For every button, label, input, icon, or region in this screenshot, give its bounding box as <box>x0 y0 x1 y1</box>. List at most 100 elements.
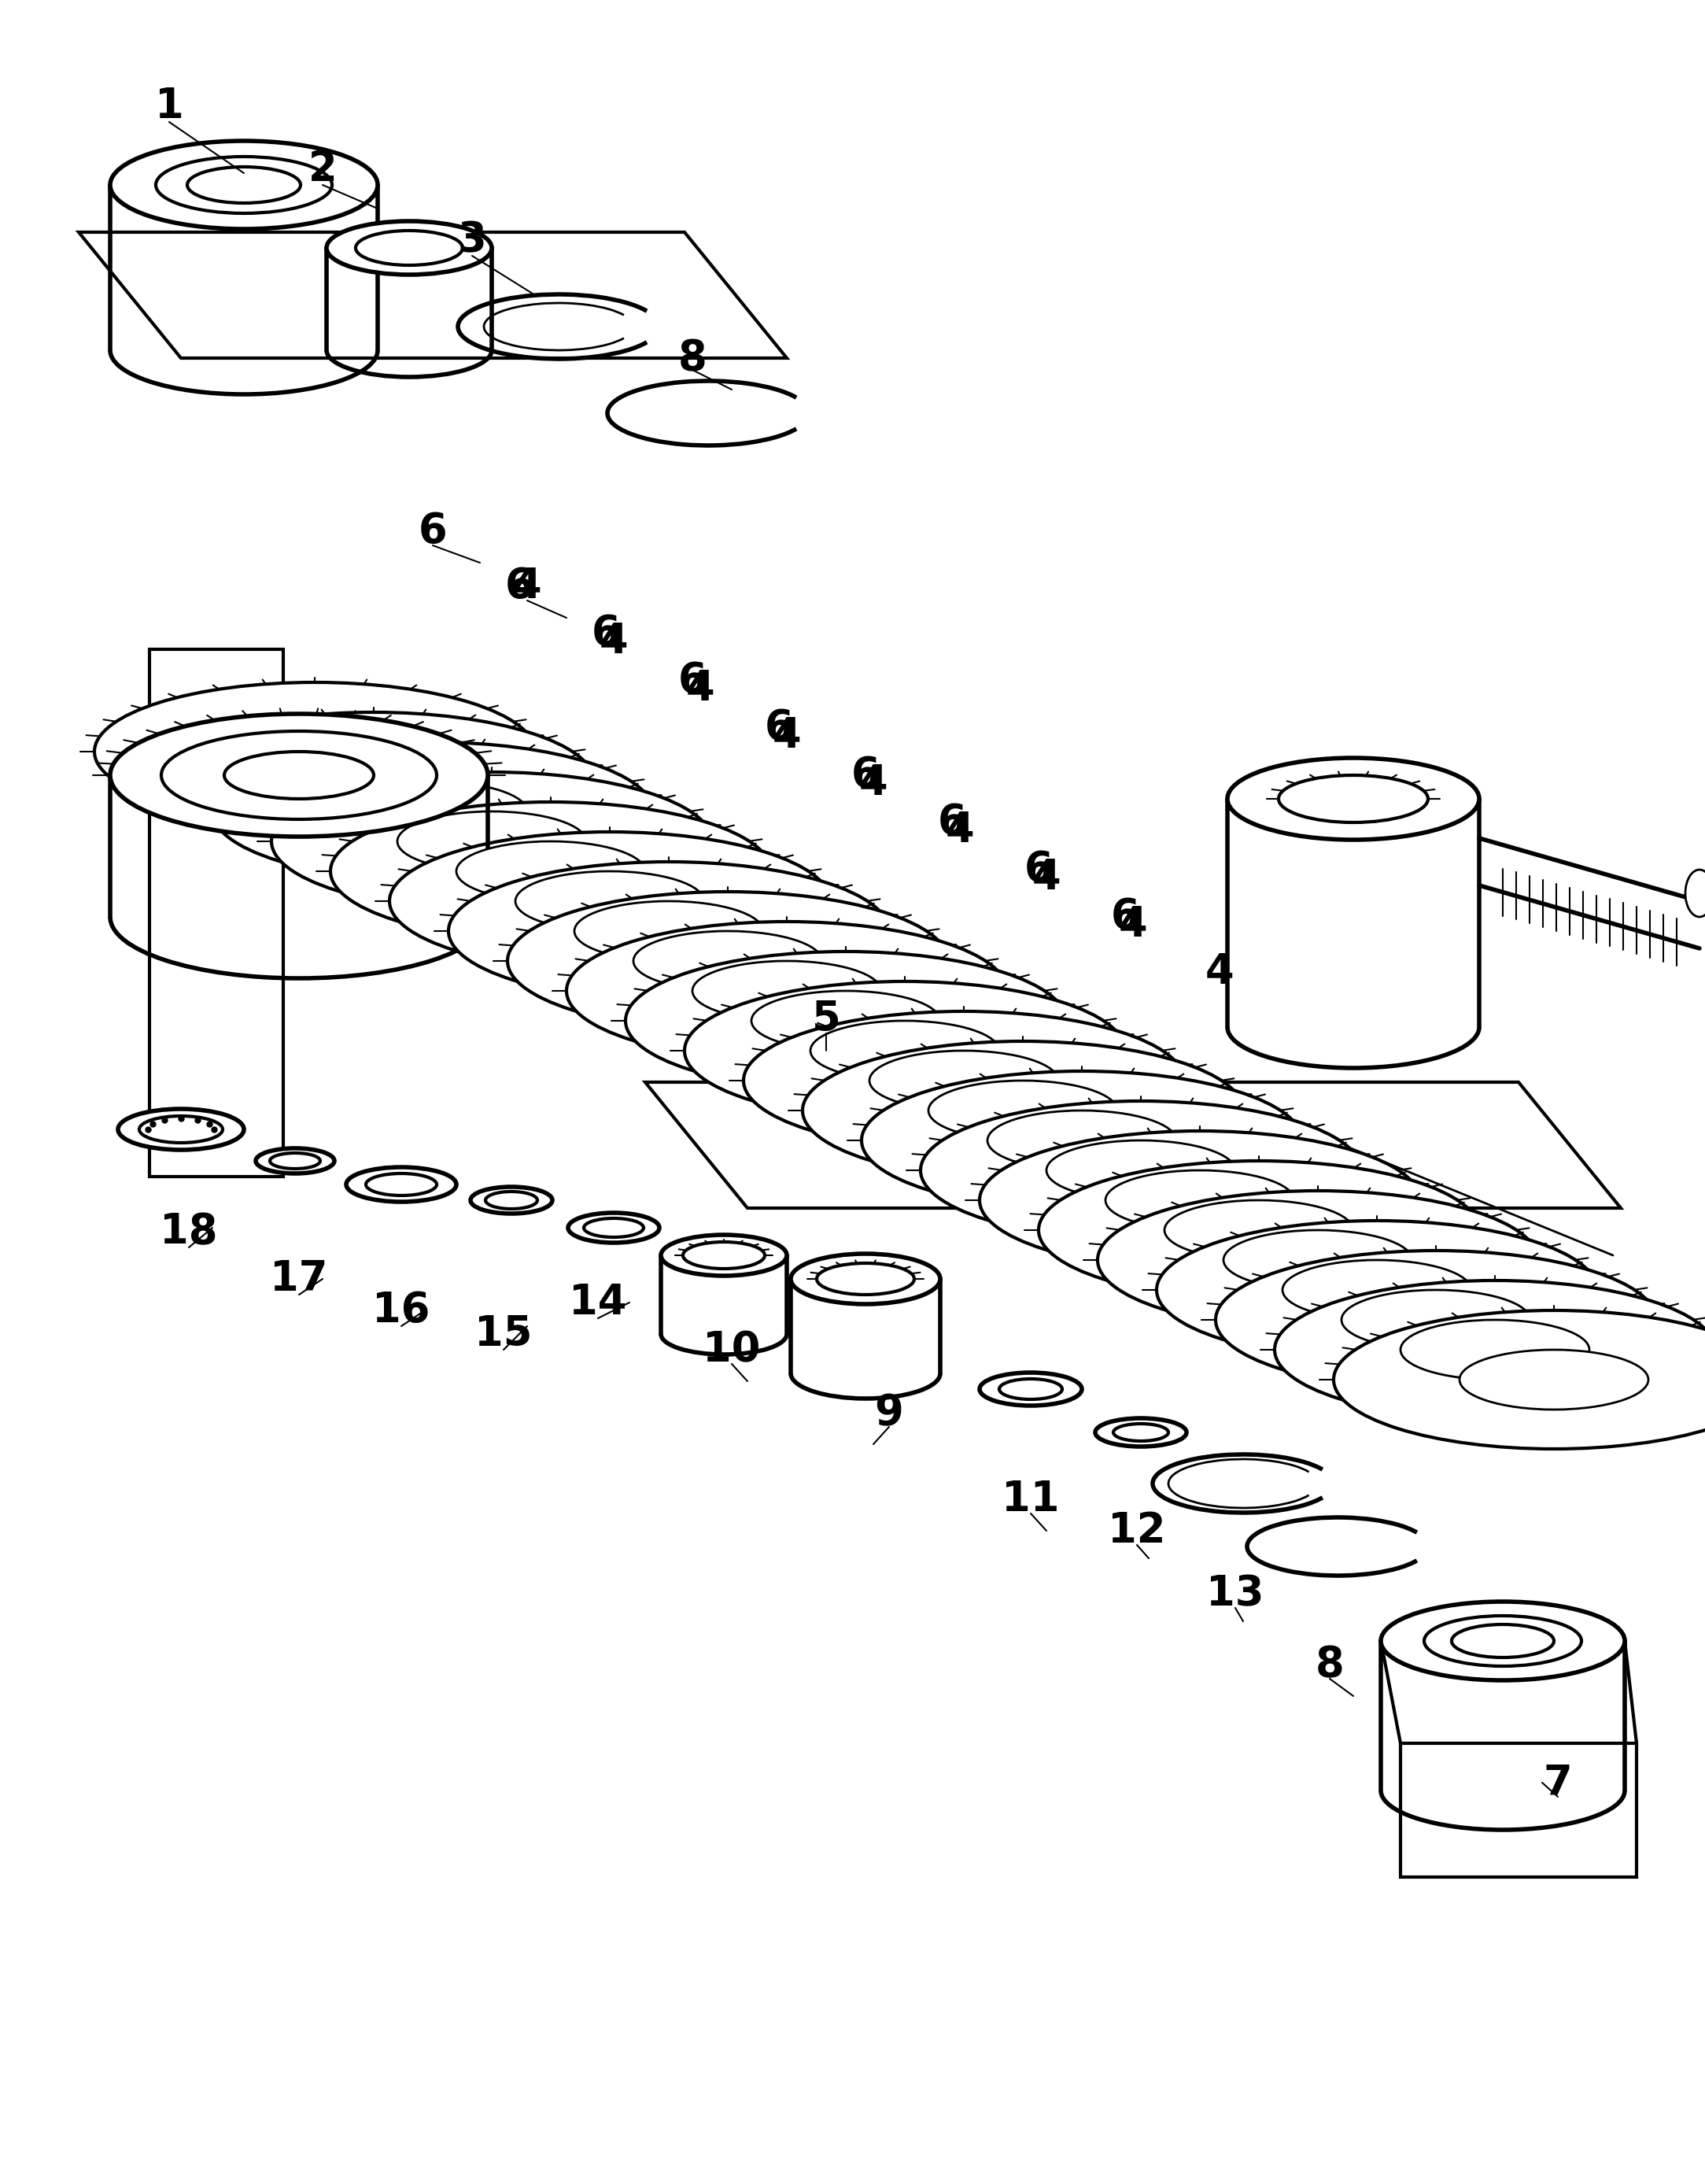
Text: 14: 14 <box>569 1282 627 1324</box>
Ellipse shape <box>389 832 830 970</box>
Ellipse shape <box>346 1166 457 1201</box>
Ellipse shape <box>752 992 939 1051</box>
Text: 17: 17 <box>269 1258 327 1299</box>
Ellipse shape <box>692 961 881 1020</box>
Ellipse shape <box>999 1378 1062 1400</box>
Text: 6: 6 <box>938 802 967 843</box>
Text: 13: 13 <box>1207 1572 1263 1614</box>
Ellipse shape <box>1282 1260 1471 1319</box>
Ellipse shape <box>1424 1616 1582 1666</box>
Ellipse shape <box>1279 775 1429 823</box>
Ellipse shape <box>817 1262 914 1295</box>
Text: 2: 2 <box>309 149 338 190</box>
Ellipse shape <box>568 1212 660 1243</box>
Ellipse shape <box>1459 1350 1649 1409</box>
Ellipse shape <box>448 863 888 1000</box>
Ellipse shape <box>1400 1319 1589 1380</box>
Text: 12: 12 <box>1108 1511 1166 1551</box>
Ellipse shape <box>583 1219 643 1236</box>
Ellipse shape <box>566 922 1008 1059</box>
Text: 4: 4 <box>1032 856 1061 898</box>
Ellipse shape <box>271 773 713 911</box>
Text: 4: 4 <box>859 762 888 804</box>
Text: 4: 4 <box>772 716 801 756</box>
Ellipse shape <box>1165 1201 1354 1260</box>
Text: 16: 16 <box>372 1291 430 1330</box>
Text: 4: 4 <box>685 668 714 710</box>
Ellipse shape <box>921 1101 1361 1241</box>
Text: 3: 3 <box>457 221 486 260</box>
Text: 8: 8 <box>1315 1645 1344 1686</box>
Text: 6: 6 <box>1110 895 1139 937</box>
Text: 7: 7 <box>1543 1762 1572 1804</box>
Ellipse shape <box>987 1109 1176 1171</box>
Ellipse shape <box>803 1042 1243 1179</box>
Text: 6: 6 <box>418 511 447 553</box>
Ellipse shape <box>225 751 373 799</box>
Ellipse shape <box>626 952 1066 1090</box>
Ellipse shape <box>980 1372 1083 1406</box>
Ellipse shape <box>471 1186 552 1214</box>
Ellipse shape <box>1105 1171 1294 1230</box>
Ellipse shape <box>662 1234 786 1275</box>
Ellipse shape <box>269 1153 321 1168</box>
Ellipse shape <box>280 751 469 812</box>
Text: 4: 4 <box>946 810 974 852</box>
Ellipse shape <box>861 1070 1303 1210</box>
Ellipse shape <box>213 743 653 880</box>
Ellipse shape <box>1342 1291 1531 1350</box>
Text: 1: 1 <box>155 85 184 127</box>
Ellipse shape <box>111 714 488 836</box>
Text: 6: 6 <box>1025 850 1054 891</box>
Ellipse shape <box>575 902 764 961</box>
Ellipse shape <box>486 1192 537 1210</box>
Ellipse shape <box>327 221 491 275</box>
Ellipse shape <box>1685 869 1705 917</box>
Ellipse shape <box>684 1243 766 1269</box>
Ellipse shape <box>1038 1162 1480 1299</box>
Ellipse shape <box>1216 1251 1656 1389</box>
Text: 6: 6 <box>851 756 880 795</box>
Ellipse shape <box>162 732 436 819</box>
Text: 5: 5 <box>812 998 841 1040</box>
Text: 6: 6 <box>505 566 534 607</box>
Text: 18: 18 <box>160 1212 218 1251</box>
Ellipse shape <box>1451 1625 1553 1658</box>
Ellipse shape <box>153 712 593 852</box>
Ellipse shape <box>508 891 948 1031</box>
Ellipse shape <box>743 1011 1185 1149</box>
Ellipse shape <box>515 871 704 930</box>
Text: 6: 6 <box>592 614 621 653</box>
Text: 9: 9 <box>875 1391 904 1433</box>
Ellipse shape <box>684 981 1125 1120</box>
Ellipse shape <box>1156 1221 1598 1358</box>
Text: 15: 15 <box>474 1313 532 1354</box>
Ellipse shape <box>929 1081 1117 1140</box>
Ellipse shape <box>1098 1190 1538 1330</box>
Ellipse shape <box>1095 1417 1187 1446</box>
Ellipse shape <box>220 721 409 782</box>
Ellipse shape <box>256 1149 334 1173</box>
Ellipse shape <box>331 802 771 941</box>
Ellipse shape <box>397 812 587 871</box>
Text: 4: 4 <box>513 566 542 607</box>
Text: 4: 4 <box>1205 952 1234 992</box>
Ellipse shape <box>1224 1230 1412 1291</box>
Text: 6: 6 <box>679 660 708 701</box>
Ellipse shape <box>791 1254 939 1304</box>
Ellipse shape <box>1113 1424 1168 1441</box>
Ellipse shape <box>94 681 535 821</box>
Ellipse shape <box>338 782 527 841</box>
Ellipse shape <box>1381 1601 1625 1679</box>
Text: 4: 4 <box>1118 904 1147 946</box>
Ellipse shape <box>980 1131 1420 1269</box>
Ellipse shape <box>633 930 822 992</box>
Text: 4: 4 <box>598 620 627 662</box>
Ellipse shape <box>1228 758 1480 841</box>
Ellipse shape <box>155 157 332 214</box>
Ellipse shape <box>457 841 644 902</box>
Ellipse shape <box>118 1109 244 1149</box>
Text: 8: 8 <box>679 339 708 378</box>
Ellipse shape <box>111 142 379 229</box>
Ellipse shape <box>870 1051 1059 1109</box>
